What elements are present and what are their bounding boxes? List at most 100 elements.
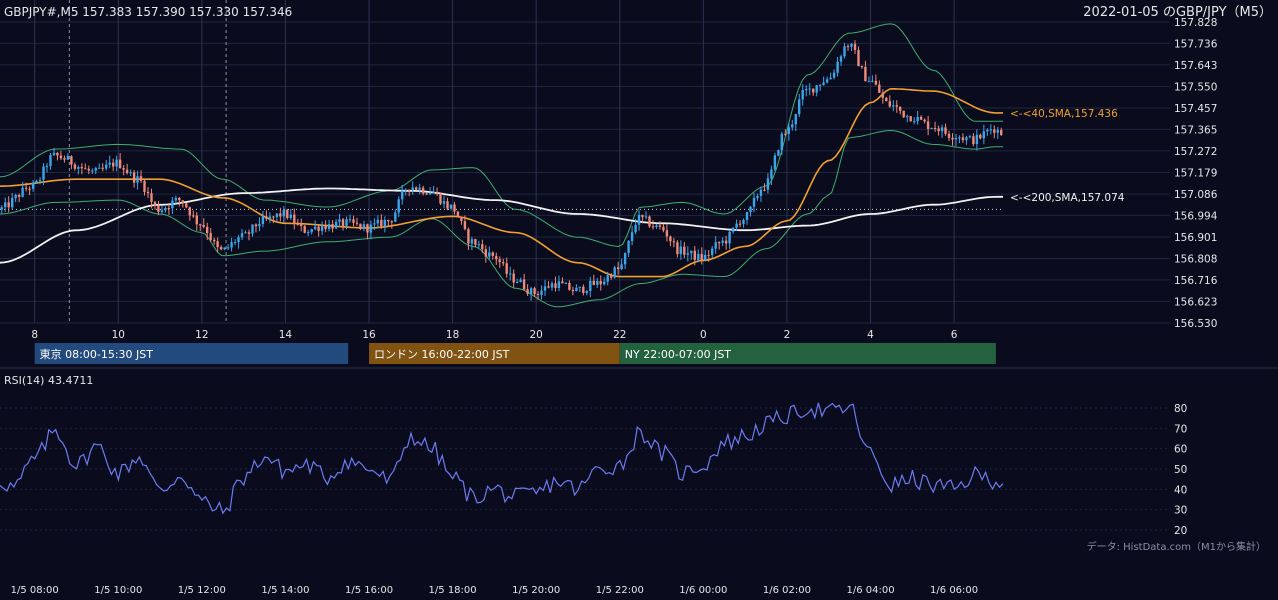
symbol-info: GBPJPY#,M5 157.383 157.390 157.330 157.3… xyxy=(4,5,292,19)
bollinger-bands xyxy=(0,23,1003,308)
candle-body xyxy=(439,193,442,204)
candle-body xyxy=(519,279,522,282)
candle-body xyxy=(84,168,87,170)
candle-body xyxy=(571,289,575,292)
candle-body xyxy=(742,219,745,225)
candle-body xyxy=(383,219,386,227)
time-tick-label: 1/5 08:00 xyxy=(11,585,59,596)
candle-body xyxy=(265,216,268,219)
hour-tick-label: 8 xyxy=(31,329,38,341)
time-tick-label: 1/6 02:00 xyxy=(763,585,811,596)
candle-body xyxy=(815,85,818,93)
candle-body xyxy=(780,133,783,151)
hour-axis: 8 10 12 14 16 18 20 22 0 2 4 6 xyxy=(31,329,957,341)
candle-body xyxy=(913,121,916,123)
candle-body xyxy=(543,286,547,291)
candle-body xyxy=(616,267,620,269)
candle-body xyxy=(592,280,595,285)
candle-body xyxy=(613,267,616,278)
candle-body xyxy=(644,216,648,218)
candle-body xyxy=(233,242,237,244)
time-tick-label: 1/5 14:00 xyxy=(261,585,309,596)
candle-body xyxy=(996,129,999,133)
candle-body xyxy=(846,46,850,48)
candle-body xyxy=(202,225,205,227)
candle-body xyxy=(902,110,905,118)
candle-body xyxy=(150,193,153,202)
candle-body xyxy=(387,219,390,222)
candle-body xyxy=(801,90,804,100)
candle-body xyxy=(216,241,219,248)
rsi-tick-label: 80 xyxy=(1174,403,1187,415)
candle-body xyxy=(275,213,279,217)
session-label: 東京 08:00-15:30 JST xyxy=(40,347,154,361)
candle-body xyxy=(418,187,421,190)
candle-body xyxy=(690,250,693,254)
price-tick-label: 157.365 xyxy=(1174,124,1217,136)
candle-body xyxy=(355,222,359,224)
candle-body xyxy=(763,189,766,191)
bollinger-lower xyxy=(0,129,1003,308)
candle-body xyxy=(878,84,881,93)
candle-body xyxy=(63,158,66,160)
candle-body xyxy=(327,224,331,230)
candle-body xyxy=(112,162,115,167)
candle-body xyxy=(892,105,895,107)
candle-body xyxy=(303,226,306,233)
candle-body xyxy=(568,283,571,290)
candle-body xyxy=(213,239,216,242)
candle-body xyxy=(836,61,839,73)
candle-body xyxy=(219,247,223,250)
candle-body xyxy=(199,224,202,226)
candle-body xyxy=(146,191,150,194)
candle-body xyxy=(460,217,463,222)
candle-body xyxy=(397,199,400,213)
candle-body xyxy=(829,77,832,80)
candle-body xyxy=(484,249,487,257)
candle-body xyxy=(174,197,178,201)
candle-body xyxy=(669,236,672,242)
candle-body xyxy=(491,252,494,256)
candle-body xyxy=(247,232,251,234)
candle-body xyxy=(550,283,554,288)
candle-body xyxy=(153,201,157,206)
session-bars: 東京 08:00-15:30 JST ロンドン 16:00-22:00 JST NY… xyxy=(34,343,996,364)
candle-body xyxy=(98,167,101,169)
candle-body xyxy=(251,224,254,234)
candle-body xyxy=(7,202,10,208)
candle-body xyxy=(118,159,122,169)
candle-body xyxy=(533,288,536,294)
price-tick-label: 156.530 xyxy=(1174,318,1217,330)
candle-body xyxy=(505,263,508,274)
candle-body xyxy=(376,219,379,224)
candle-body xyxy=(516,282,519,283)
candle-body xyxy=(279,213,282,217)
candle-body xyxy=(171,200,174,209)
moving-averages xyxy=(0,87,1003,278)
candle-body xyxy=(683,246,686,255)
candle-body xyxy=(578,286,581,288)
candle-body xyxy=(630,232,634,241)
candle-body xyxy=(665,230,669,237)
time-tick-label: 1/6 06:00 xyxy=(930,585,978,596)
candle-body xyxy=(314,226,317,229)
candle-body xyxy=(651,226,655,228)
candle-body xyxy=(345,219,348,226)
candle-body xyxy=(728,231,731,244)
candle-body xyxy=(655,225,658,227)
candle-body xyxy=(49,155,52,167)
date-title: 2022-01-05 のGBP/JPY（M5） xyxy=(1083,5,1272,20)
candle-body xyxy=(502,262,505,264)
candle-body xyxy=(557,281,561,288)
candle-body xyxy=(561,281,564,284)
candle-body xyxy=(968,136,972,138)
candle-body xyxy=(975,134,979,144)
candle-body xyxy=(390,221,393,223)
hour-tick-label: 0 xyxy=(700,329,707,341)
candle-body xyxy=(853,43,857,50)
session-label: ロンドン 16:00-22:00 JST xyxy=(374,348,510,361)
candle-body xyxy=(926,121,930,129)
candle-body xyxy=(522,279,526,290)
candle-body xyxy=(164,208,167,211)
